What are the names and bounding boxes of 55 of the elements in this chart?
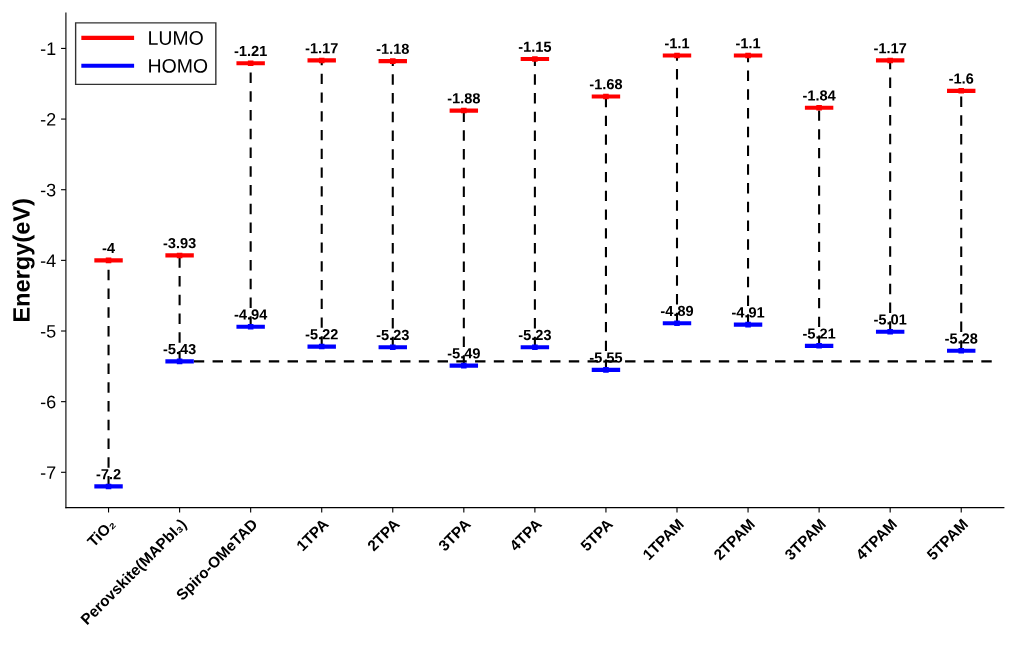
point [603,93,609,100]
data-label: -5.21 [803,328,836,339]
data-label: -1.17 [874,43,907,54]
data-label: -5.28 [945,333,978,344]
point [389,344,396,351]
data-label: -1.1 [665,38,690,49]
point [887,328,893,335]
data-label: -7.2 [96,468,121,480]
point [247,60,254,67]
y-tick-label: -2 [40,113,56,126]
point [461,362,467,369]
y-tick-label: -3 [40,183,56,197]
data-label: -5.49 [447,348,480,359]
y-tick-label: -1 [40,42,56,55]
data-label: -3.93 [163,237,196,249]
data-label: -4.94 [234,309,268,320]
point [745,52,751,59]
y-tick-label: -6 [40,395,56,409]
y-tick-label: -4 [40,254,56,267]
data-label: -1.68 [589,79,623,90]
point [816,104,822,111]
point [603,367,609,373]
point [389,58,396,64]
legend-label: LUMO [149,31,203,45]
data-label: -5.43 [163,343,196,355]
legend-label: HOMO [149,58,208,73]
data-label: -1.84 [803,90,836,101]
data-label: -1.18 [376,43,409,55]
point [532,344,538,351]
data-label: -5.23 [376,329,409,341]
point [674,52,680,59]
data-label: -4.89 [660,305,694,317]
point [461,107,467,114]
data-label: -1.21 [234,45,267,56]
point [887,57,893,64]
data-label: -5.23 [518,329,551,341]
data-label: -1.17 [305,43,338,54]
point [745,321,751,328]
data-label: -1.88 [447,93,480,104]
point [247,323,254,330]
y-tick-label: -5 [40,325,56,338]
point [674,320,680,327]
data-label: -4 [102,243,115,254]
point [958,88,964,94]
y-axis-title: Energy(eV) [12,199,35,322]
data-label: -1.6 [949,73,974,84]
point [958,348,964,354]
data-label: -1.1 [736,38,761,49]
data-label: -5.01 [874,314,907,325]
data-label: -5.22 [305,329,338,340]
point [816,343,822,349]
data-label: -1.15 [518,41,552,52]
y-tick-label: -7 [40,466,56,479]
point [532,56,538,62]
data-label: -4.91 [732,307,765,318]
